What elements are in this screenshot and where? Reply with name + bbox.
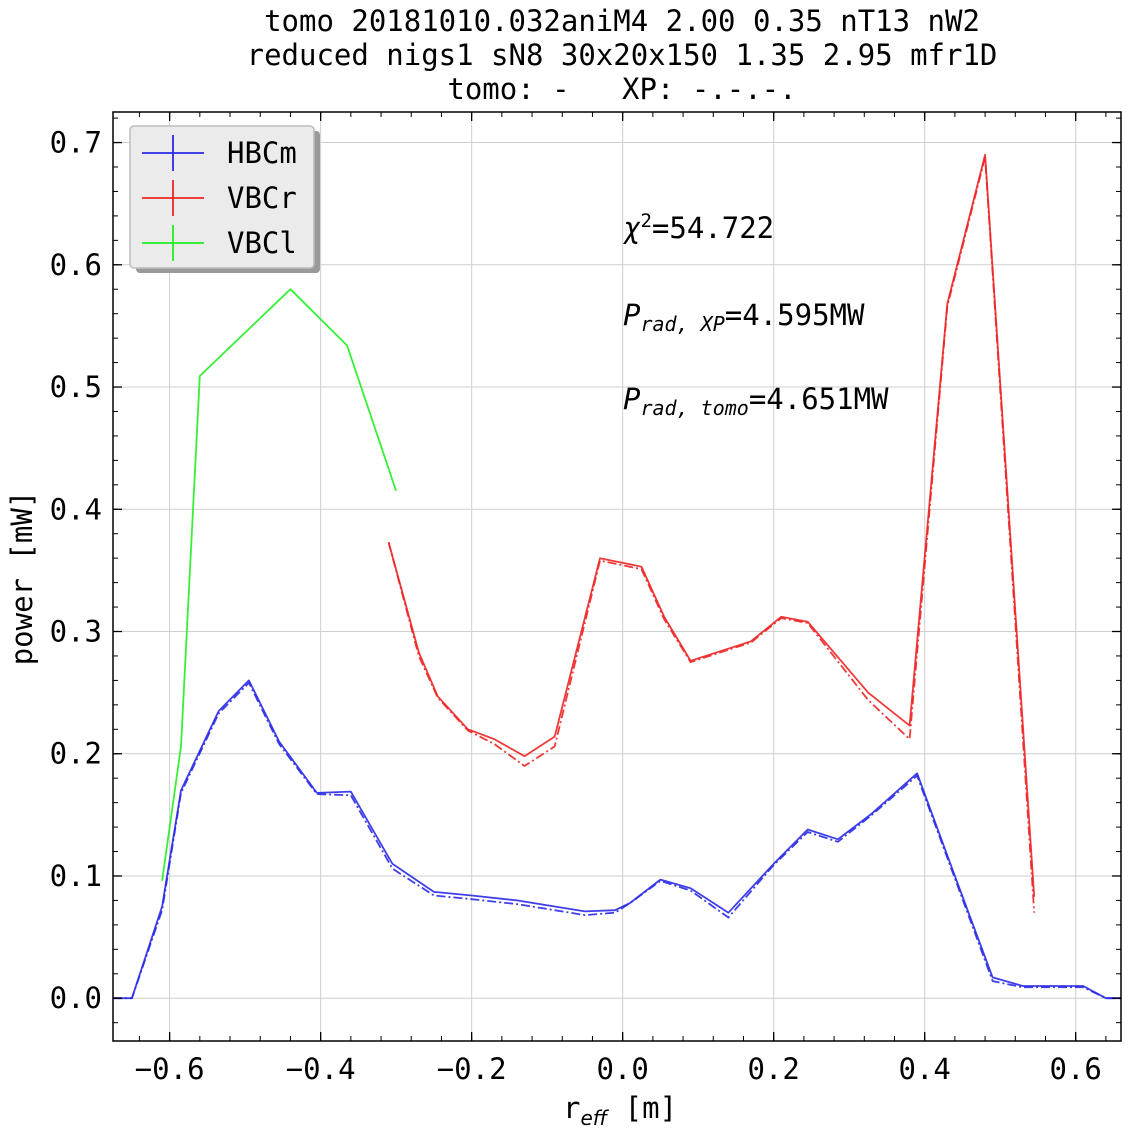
x-tick-label: 0.4: [898, 1052, 950, 1086]
x-tick-label: −0.6: [135, 1052, 205, 1086]
series-lines: [113, 153, 1121, 1000]
chi-superscript: 2: [640, 210, 651, 232]
prad-tomo-value: =4.651MW: [749, 382, 889, 416]
y-tick-label: 0.2: [50, 737, 102, 771]
y-tick-label: 0.5: [50, 370, 102, 404]
prad-tomo-annotation: Prad, tomo=4.651MW: [623, 382, 889, 420]
x-tick-label: 0.2: [747, 1052, 799, 1086]
series-line-VBCr: [387, 153, 1036, 897]
y-tick-label: 0.4: [50, 492, 102, 526]
series-line-dashdot-3: [113, 681, 1121, 1000]
x-axis-label-subscript: eff: [580, 1106, 609, 1130]
chi-squared-annotation: χ2=54.722: [623, 210, 774, 245]
prad-xp-annotation: Prad, XP=4.595MW: [623, 298, 865, 336]
axes: −0.6 −0.4 −0.2 0.0 0.2 0.4 0.6 0.0 0.1 0.2 0.3 0.4 0…: [50, 111, 1122, 1086]
prad-tomo-subscript: rad, tomo: [640, 396, 748, 420]
x-tick-label: 0.0: [596, 1052, 648, 1086]
chi-squared-value: =54.722: [652, 211, 774, 245]
x-tick-label: 0.6: [1050, 1052, 1102, 1086]
y-axis-label: power [mW]: [5, 491, 39, 666]
prad-tomo-symbol: P: [623, 382, 641, 416]
x-tick-label: −0.4: [286, 1052, 356, 1086]
chi-symbol: χ: [623, 211, 641, 245]
chart-title-line-1: tomo 20181010.032aniM4 2.00 0.35 nT13 nW…: [264, 4, 980, 38]
series-line-HBCm: [113, 679, 1121, 1000]
series-line-dashdot-4: [387, 156, 1036, 913]
x-tick-label: −0.2: [437, 1052, 507, 1086]
x-axis-label-unit: [m]: [607, 1091, 677, 1125]
grid: [113, 112, 1121, 1041]
y-tick-label: 0.7: [50, 126, 102, 160]
y-tick-label: 0.3: [50, 615, 102, 649]
y-tick-label: 0.0: [50, 981, 102, 1015]
plot-frame: [112, 111, 1122, 1042]
legend-box: [129, 125, 315, 269]
series-line-VBCl: [161, 288, 397, 882]
prad-xp-value: =4.595MW: [725, 298, 865, 332]
prad-xp-subscript: rad, XP: [640, 312, 724, 336]
y-tick-label: 0.1: [50, 859, 102, 893]
x-axis-label-main: r: [563, 1091, 580, 1125]
x-axis-label: reff [m]: [563, 1091, 677, 1130]
legend-label-VBCl: VBCl: [227, 226, 297, 260]
legend: HBCm VBCr VBCl: [129, 125, 320, 273]
chart-title-line-3: tomo: - XP: -.-.-.: [447, 72, 796, 106]
prad-xp-symbol: P: [623, 298, 641, 332]
legend-label-HBCm: HBCm: [227, 136, 297, 170]
chart-title-line-2: reduced nigs1 sN8 30x20x150 1.35 2.95 mf…: [247, 38, 998, 72]
y-tick-label: 0.6: [50, 248, 102, 282]
legend-label-VBCr: VBCr: [227, 181, 297, 215]
